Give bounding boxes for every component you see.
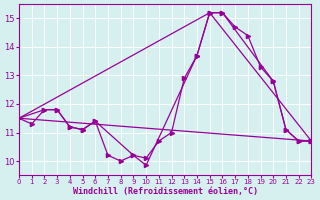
X-axis label: Windchill (Refroidissement éolien,°C): Windchill (Refroidissement éolien,°C) [73,187,258,196]
